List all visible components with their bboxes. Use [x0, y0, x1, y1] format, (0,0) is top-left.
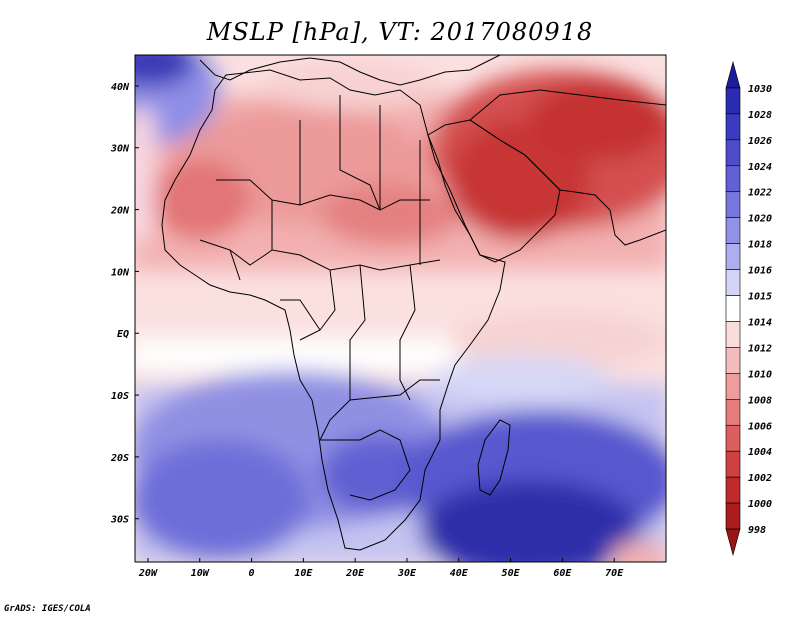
y-tick-label: 10N: [111, 267, 130, 278]
grads-credit: GrADS: IGES/COLA: [4, 604, 91, 614]
y-tick-label: 10S: [111, 391, 129, 402]
pressure-field: [135, 55, 666, 562]
colorbar-label: 1010: [748, 369, 772, 380]
colorbar-swatch: [725, 139, 741, 167]
colorbar-swatch: [725, 347, 741, 374]
y-tick-label: EQ: [117, 329, 129, 340]
colorbar-swatch: [725, 60, 741, 89]
colorbar-label: 1028: [748, 110, 772, 121]
colorbar-swatch: [725, 399, 741, 426]
x-tick-label: 20W: [138, 568, 158, 579]
colorbar-label: 1014: [748, 317, 772, 328]
colorbar-label: 1024: [748, 162, 772, 173]
colorbar-label: 1002: [748, 473, 772, 484]
x-tick-label: 10E: [294, 568, 313, 579]
x-tick-label: 70E: [605, 568, 624, 579]
colorbar-swatch: [725, 321, 741, 348]
colorbar-swatch: [725, 528, 741, 557]
colorbar-label: 1020: [748, 214, 772, 225]
colorbar-label: 1018: [748, 240, 772, 251]
colorbar-label: 1000: [748, 499, 772, 510]
colorbar-swatch: [725, 295, 741, 322]
colorbar-swatch: [725, 269, 741, 296]
colorbar-label: 1012: [748, 343, 772, 354]
colorbar-label: 1022: [748, 188, 772, 199]
colorbar-label: 1006: [748, 421, 772, 432]
colorbar-label: 1026: [748, 136, 772, 147]
x-tick-label: 40E: [450, 568, 469, 579]
x-tick-label: 20E: [345, 568, 365, 579]
y-tick-label: 20N: [110, 206, 130, 217]
y-tick-label: 20S: [110, 453, 129, 464]
colorbar-swatch: [725, 373, 741, 400]
colorbar-swatch: [725, 113, 741, 141]
colorbar-label: 1004: [748, 447, 772, 458]
colorbar-label: 998: [748, 525, 766, 536]
colorbar-swatch: [725, 476, 741, 504]
colorbar-swatch: [725, 217, 741, 244]
y-axis: 40N 30N 20N 10N EQ 10S 20S 30S: [110, 82, 139, 526]
x-axis: 20W 10W 0 10E 20E 30E 40E 50E 60E 70E: [138, 558, 624, 579]
map-title: MSLP [hPa], VT: 2017080918: [206, 18, 594, 46]
coastlines: [161, 55, 666, 551]
colorbar-label: 1030: [748, 84, 772, 95]
colorbar-label: 1015: [748, 292, 772, 303]
y-tick-label: 40N: [111, 82, 130, 93]
x-tick-label: 10W: [191, 568, 210, 579]
colorbar-swatch: [725, 191, 741, 218]
colorbar-swatch: [725, 502, 741, 530]
colorbar-label: 1008: [748, 395, 772, 406]
colorbar-swatch: [725, 87, 741, 115]
colorbar: 1030 1028 1026 1024 1022 1020 1018 1016 1015 1014…: [725, 60, 772, 557]
colorbar-swatch: [725, 165, 741, 193]
colorbar-swatch: [725, 450, 741, 478]
colorbar-swatch: [725, 243, 741, 270]
x-tick-label: 50E: [502, 568, 521, 579]
colorbar-swatch: [725, 424, 741, 452]
x-tick-label: 0: [249, 568, 255, 579]
y-tick-label: 30N: [110, 144, 130, 155]
plot-frame: [134, 54, 667, 563]
x-tick-label: 30E: [397, 568, 417, 579]
colorbar-label: 1016: [748, 266, 772, 277]
x-tick-label: 60E: [553, 568, 572, 579]
y-tick-label: 30S: [110, 515, 129, 526]
